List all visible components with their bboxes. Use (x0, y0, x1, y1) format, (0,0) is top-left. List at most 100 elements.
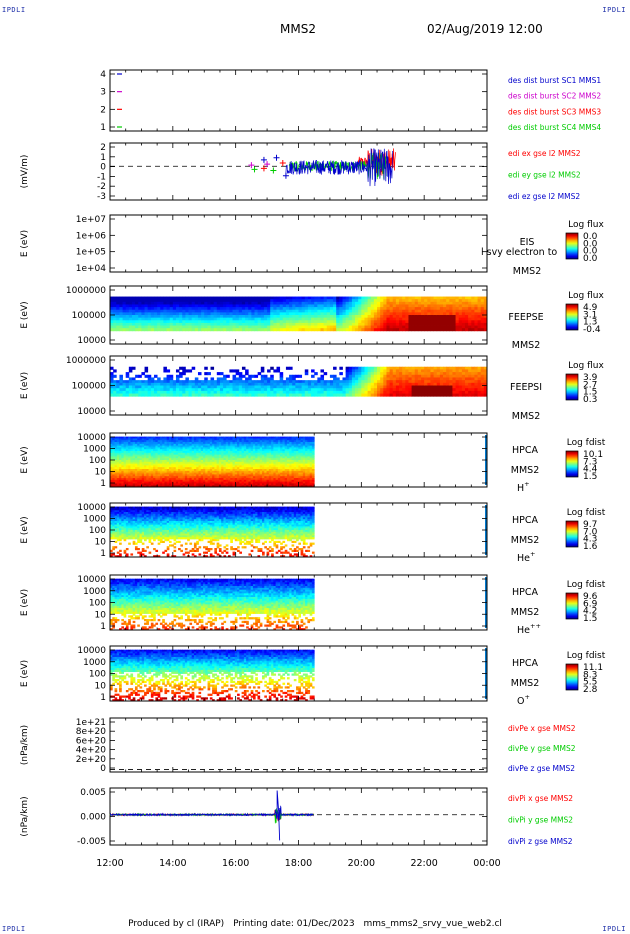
panel-divpe-ytick-2: 6e+20 (76, 736, 107, 746)
panel-feepse-ylabel: E (eV) (20, 301, 30, 328)
panel-hpca-o-colorbar-tick-2: 5.5 (583, 678, 597, 688)
panel-hpca-h-spectrogram (110, 436, 315, 488)
panel-hpca-h-instrument-label: HPCA (512, 445, 539, 456)
panel-feepsi-ylabel: E (eV) (20, 372, 30, 399)
panel-edi-cross-5 (270, 167, 277, 174)
panel-hpca-hepp-instrument-label: HPCA (512, 587, 539, 598)
panel-feepse-colorbar-tick-1: 3.1 (583, 310, 597, 320)
x-tick-label-3: 18:00 (285, 858, 312, 869)
panel-eis-colorbar-title: Log flux (568, 220, 604, 230)
panel-hpca-he-ytick-3: 10 (95, 538, 107, 548)
panel-divpe-legend-0: divPe x gse MMS2 (508, 724, 576, 733)
panel-hpca-he-spacecraft-label: MMS2 (511, 535, 539, 546)
panel-burst-legend-0: des dist burst SC1 MMS1 (508, 76, 601, 85)
panel-edi-legend-1: edi ey gse l2 MMS2 (508, 171, 581, 180)
panel-divpi-ytick-2: -0.005 (77, 837, 106, 847)
panel-burst-ytick-1: 3 (100, 88, 106, 98)
panel-divpi-spike (276, 790, 281, 841)
panel-edi-cross-0 (248, 162, 255, 169)
panel-edi-ytick-1: 1 (100, 153, 106, 163)
panel-eis-ylabel: E (eV) (20, 230, 30, 257)
panel-edi-legend-0: edi ex gse l2 MMS2 (508, 149, 581, 158)
panel-hpca-he-colorbar (565, 520, 579, 548)
panel-hpca-o-ytick-2: 100 (89, 670, 106, 680)
panel-hpca-he-instrument-label: HPCA (512, 515, 539, 526)
panel-eis-colorbar-tick-0: 0.0 (583, 232, 598, 242)
panel-feepse-instrument-label: FEEPSE (508, 312, 543, 323)
footer: Produced by cl (IRAP) Printing date: 01/… (0, 919, 630, 929)
panel-hpca-h-colorbar-title: Log fdist (567, 438, 606, 448)
panel-divpi-legend-2: divPi z gse MMS2 (508, 837, 573, 846)
x-tick-label-5: 22:00 (410, 858, 437, 869)
panel-hpca-o-colorbar (565, 663, 579, 691)
corner-tag-bottom-right: IPDLI (602, 925, 626, 933)
panel-burst-ytick-3: 1 (100, 123, 106, 133)
panel-hpca-hepp-species-label: He++ (517, 622, 541, 636)
panel-hpca-hepp-ytick-0: 10000 (77, 575, 106, 585)
panel-feepsi-colorbar-title: Log flux (568, 361, 604, 371)
panel-divpi-frame (109, 787, 488, 846)
panel-divpe-legend-2: divPe z gse MMS2 (508, 764, 575, 773)
panel-hpca-o-colorbar-tick-0: 11.1 (583, 663, 603, 673)
panel-eis-frame (109, 214, 488, 273)
panel-hpca-hepp-ytick-1: 1000 (83, 587, 106, 597)
panel-edi-cross-1 (251, 166, 258, 173)
panel-hpca-h-colorbar-tick-3: 1.5 (583, 472, 597, 482)
panel-hpca-he-ytick-1: 1000 (83, 515, 106, 525)
panel-feepsi-colorbar-tick-0: 3.9 (583, 373, 598, 383)
panel-hpca-h-colorbar (565, 450, 579, 478)
panel-divpe-ytick-5: 0 (100, 764, 106, 774)
panel-eis-spacecraft-label: MMS2 (513, 266, 541, 277)
panel-eis-colorbar (565, 232, 579, 260)
panel-hpca-o-colorbar-tick-3: 2.8 (583, 685, 598, 695)
panel-hpca-o-ytick-3: 10 (95, 681, 107, 691)
panel-feepsi-instrument-label: FEEPSI (510, 382, 542, 393)
panel-hpca-he-colorbar-tick-0: 9.7 (583, 520, 597, 530)
panel-divpi-ytick-0: 0.005 (80, 788, 106, 798)
page-title: MMS2 (280, 22, 316, 36)
panel-hpca-o-spectrogram (110, 649, 315, 702)
panel-hpca-o-spacecraft-label: MMS2 (511, 678, 539, 689)
corner-tag-top-right: IPDLI (602, 6, 626, 14)
panel-burst-legend-2: des dist burst SC3 MMS3 (508, 107, 601, 116)
panel-hpca-hepp-colorbar-tick-0: 9.6 (583, 592, 598, 602)
panel-feepse-spectrogram (110, 296, 488, 332)
panel-eis-instrument-label: EIS (520, 237, 535, 248)
panel-hpca-h-ytick-1: 1000 (83, 445, 106, 455)
panel-divpi-series-z (109, 805, 314, 821)
panel-edi-ytick-4: -2 (97, 182, 106, 192)
panel-eis-colorbar-tick-2: 0.0 (583, 247, 598, 257)
panel-hpca-h-ytick-3: 10 (95, 468, 107, 478)
panel-eis-ytick-0: 1e+07 (76, 215, 106, 225)
panel-feepse-colorbar (565, 303, 579, 331)
panel-edi-cross-6 (279, 160, 286, 167)
x-tick-label-1: 14:00 (159, 858, 186, 869)
panel-eis-overlay-text: l svy electron to (481, 247, 557, 258)
panel-hpca-h-ylabel: E (eV) (20, 446, 30, 473)
panel-edi-cross-4 (273, 154, 280, 161)
panel-divpe-ytick-4: 2e+20 (76, 755, 107, 765)
panel-eis-ytick-1: 1e+06 (76, 231, 107, 241)
panel-feepse-spacecraft-label: MMS2 (512, 340, 540, 351)
panel-hpca-hepp-ylabel: E (eV) (20, 589, 30, 616)
panel-feepse-colorbar-tick-2: 1.3 (583, 318, 597, 328)
panel-hpca-he-ytick-0: 10000 (77, 503, 106, 513)
footer-file: mms_mms2_srvy_vue_web2.cl (363, 919, 502, 929)
panel-hpca-hepp-colorbar (565, 592, 579, 620)
panel-hpca-he-spectrogram (110, 506, 315, 558)
panel-feepse-colorbar-title: Log flux (568, 291, 604, 301)
panel-hpca-h-ytick-0: 10000 (77, 433, 106, 443)
panel-edi-legend-2: edi ez gse l2 MMS2 (508, 192, 580, 201)
panel-divpi-ylabel: (nPa/km) (20, 796, 30, 836)
x-tick-label-4: 20:00 (348, 858, 375, 869)
panel-eis-colorbar-tick-3: 0.0 (583, 254, 598, 264)
panel-burst-legend-1: des dist burst SC2 MMS2 (508, 92, 601, 101)
panel-hpca-he-colorbar-tick-2: 4.3 (583, 535, 597, 545)
panel-edi-frame (109, 142, 488, 201)
page-datetime: 02/Aug/2019 12:00 (427, 22, 543, 36)
panel-feepsi-colorbar-tick-3: 0.3 (583, 395, 597, 405)
panel-edi-ytick-0: 2 (100, 143, 106, 153)
panel-feepsi-ytick-2: 10000 (77, 407, 106, 417)
panel-feepsi-spacecraft-label: MMS2 (512, 411, 540, 422)
